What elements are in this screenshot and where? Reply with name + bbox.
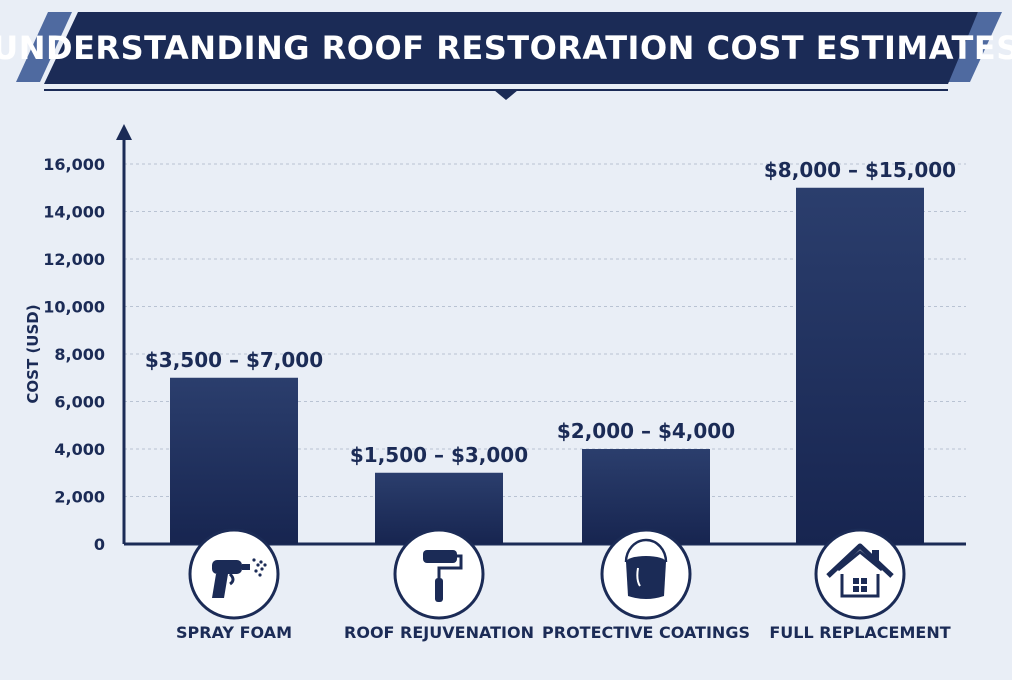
banner-pointer xyxy=(494,90,518,100)
category-label: PROTECTIVE COATINGS xyxy=(542,623,750,642)
y-axis-title: COST (USD) xyxy=(24,304,42,403)
house-icon xyxy=(814,528,906,620)
cost-bar-chart: 0 2,000 4,000 6,000 8,000 10,000 12,000 14,000 1… xyxy=(0,110,1012,675)
y-axis-arrow xyxy=(116,124,132,140)
bar xyxy=(170,377,298,544)
y-tick-label: 8,000 xyxy=(54,345,105,364)
category-icons xyxy=(188,528,906,620)
y-tick-label: 12,000 xyxy=(43,250,105,269)
paint-bucket-icon xyxy=(600,528,692,620)
spray-gun-icon xyxy=(188,528,280,620)
category-label: ROOF REJUVENATION xyxy=(344,623,534,642)
title-banner: UNDERSTANDING ROOF RESTORATION COST ESTI… xyxy=(0,0,1012,110)
y-tick-label: 6,000 xyxy=(54,393,105,412)
page-title: UNDERSTANDING ROOF RESTORATION COST ESTI… xyxy=(0,29,1012,67)
banner-background xyxy=(44,12,978,84)
banner-right-stripe xyxy=(946,12,1002,82)
paint-roller-icon xyxy=(393,528,485,620)
data-label: $2,000 – $4,000 xyxy=(557,419,735,443)
category-labels: SPRAY FOAM ROOF REJUVENATION PROTECTIVE CO… xyxy=(176,623,951,642)
y-tick-label: 10,000 xyxy=(43,298,105,317)
y-tick-label: 14,000 xyxy=(43,203,105,222)
y-tick-label: 16,000 xyxy=(43,155,105,174)
category-label: SPRAY FOAM xyxy=(176,623,292,642)
y-tick-label: 4,000 xyxy=(54,440,105,459)
data-label: $3,500 – $7,000 xyxy=(145,348,323,372)
banner-shape xyxy=(16,12,1002,100)
data-label: $8,000 – $15,000 xyxy=(764,158,956,182)
bar xyxy=(582,449,710,544)
category-label: FULL REPLACEMENT xyxy=(769,623,950,642)
icon-badge xyxy=(814,528,906,620)
data-labels: $3,500 – $7,000 $1,500 – $3,000 $2,000 – $… xyxy=(145,158,956,467)
bars xyxy=(170,187,924,544)
chart-canvas: 0 2,000 4,000 6,000 8,000 10,000 12,000 14,000 1… xyxy=(24,124,966,642)
axes: 0 2,000 4,000 6,000 8,000 10,000 12,000 14,000 1… xyxy=(24,124,966,554)
data-label: $1,500 – $3,000 xyxy=(350,443,528,467)
bar xyxy=(796,187,924,544)
banner-left-stripe xyxy=(16,12,72,82)
y-tick-label: 2,000 xyxy=(54,488,105,507)
y-tick-label: 0 xyxy=(94,535,105,554)
